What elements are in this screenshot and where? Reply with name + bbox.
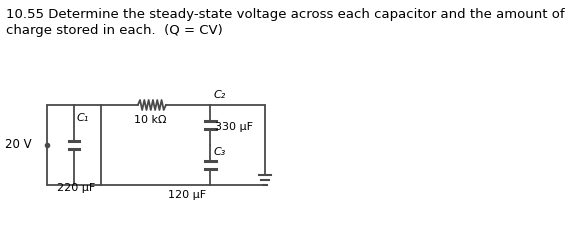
Text: C₃: C₃	[213, 147, 226, 157]
Text: charge stored in each.  (Q = CV): charge stored in each. (Q = CV)	[6, 24, 223, 37]
Text: C₁: C₁	[77, 113, 88, 123]
Text: 120 μF: 120 μF	[168, 190, 206, 200]
Text: 220 μF: 220 μF	[57, 183, 95, 193]
Text: 10 kΩ: 10 kΩ	[134, 115, 167, 125]
Text: 330 μF: 330 μF	[215, 122, 253, 132]
Text: 20 V: 20 V	[5, 138, 31, 152]
Text: 10.55 Determine the steady-state voltage across each capacitor and the amount of: 10.55 Determine the steady-state voltage…	[6, 8, 565, 21]
Text: C₂: C₂	[213, 90, 226, 100]
